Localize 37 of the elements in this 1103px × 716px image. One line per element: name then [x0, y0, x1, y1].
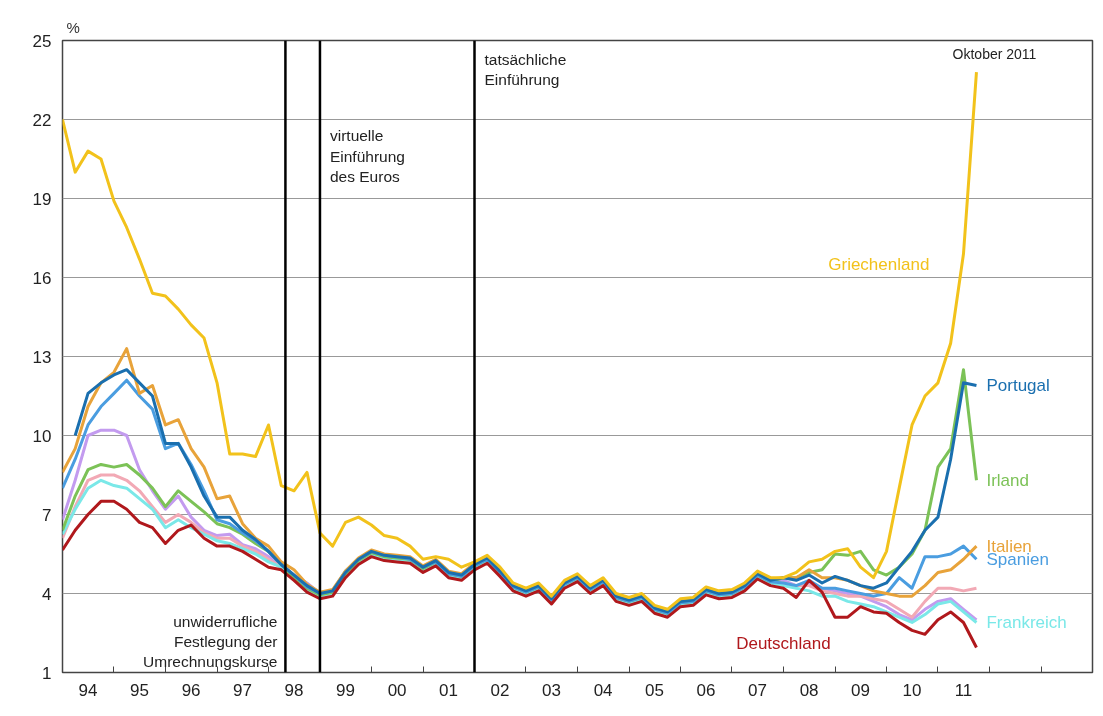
series-label: Griechenland [828, 254, 930, 274]
x-tick-label: 94 [78, 680, 98, 700]
series-label: Deutschland [736, 634, 831, 654]
x-tick-label: 99 [336, 680, 355, 700]
x-tick-label: 11 [954, 680, 973, 700]
series-label: Frankreich [986, 612, 1067, 632]
series-label: Irland [986, 470, 1029, 490]
x-tick-label: 10 [902, 680, 922, 700]
series-label: Portugal [986, 375, 1050, 395]
ref-line-label: unwiderrufliche Festlegung der Umrechnungskurse [143, 612, 278, 671]
x-tick-label: 98 [284, 680, 304, 700]
x-tick-label: 08 [799, 680, 819, 700]
x-tick-label: 06 [696, 680, 716, 700]
x-tick-label: 00 [387, 680, 407, 700]
y-axis-title: % [66, 18, 80, 36]
x-tick-label: 07 [748, 680, 767, 700]
annotation: Oktober 2011 [952, 46, 1037, 63]
y-tick-label: 16 [32, 268, 52, 288]
y-tick-label: 4 [42, 584, 52, 604]
y-tick-label: 19 [32, 189, 52, 209]
y-tick-label: 22 [32, 110, 52, 130]
x-tick-label: 01 [439, 680, 459, 700]
ref-line-label: tatsächliche Einführung [484, 51, 567, 89]
ref-line-label: virtuelle Einführung des Euros [329, 127, 405, 186]
x-tick-label: 04 [593, 680, 613, 700]
x-tick-label: 09 [851, 680, 871, 700]
x-tick-label: 03 [542, 680, 561, 700]
x-tick-label: 97 [233, 680, 253, 700]
x-tick-label: 95 [130, 680, 149, 700]
y-tick-label: 25 [32, 31, 52, 51]
y-tick-label: 7 [42, 505, 52, 525]
y-tick-label: 1 [42, 663, 52, 683]
x-tick-label: 02 [490, 680, 510, 700]
x-tick-label: 05 [645, 680, 665, 700]
y-tick-label: 10 [32, 426, 52, 446]
x-tick-label: 96 [181, 680, 201, 700]
y-tick-label: 13 [32, 347, 52, 367]
